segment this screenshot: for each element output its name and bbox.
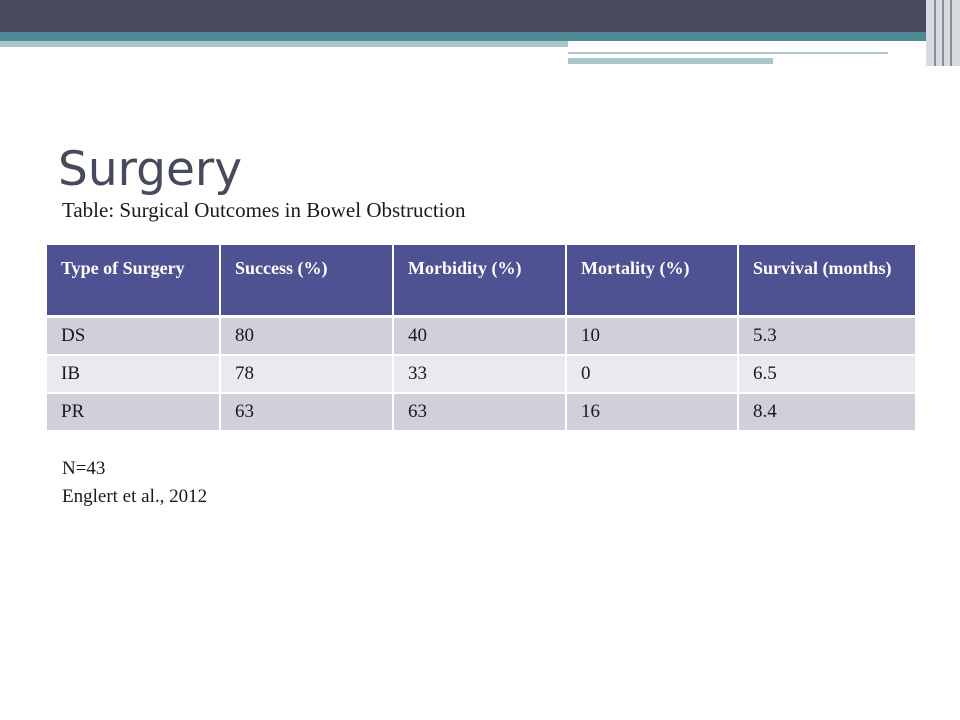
- fold-line: [942, 0, 944, 66]
- header-morbidity: Morbidity (%): [393, 245, 567, 318]
- fold-line: [950, 0, 952, 66]
- header-mortality: Mortality (%): [566, 245, 739, 318]
- cell-mortality: 0: [566, 355, 739, 394]
- cell-type: PR: [47, 393, 221, 432]
- cell-success: 80: [220, 316, 394, 356]
- cell-survival: 5.3: [738, 316, 915, 356]
- cell-survival: 8.4: [738, 393, 915, 432]
- sample-size-note: N=43: [62, 458, 106, 479]
- cell-success: 78: [220, 355, 394, 394]
- cell-morbidity: 63: [393, 393, 567, 432]
- table-row: IB 78 33 0 6.5: [47, 355, 915, 394]
- fold-line: [934, 0, 936, 66]
- header-survival: Survival (months): [738, 245, 915, 318]
- citation-note: Englert et al., 2012: [62, 486, 208, 507]
- cell-success: 63: [220, 393, 394, 432]
- header-type-of-surgery: Type of Surgery: [47, 245, 221, 318]
- cell-type: IB: [47, 355, 221, 394]
- header-band-light: [0, 41, 568, 47]
- header-band-teal: [0, 32, 960, 41]
- cell-morbidity: 33: [393, 355, 567, 394]
- header-accent-bar: [568, 58, 773, 64]
- header-band-dark: [0, 0, 960, 32]
- outcomes-table: Type of Surgery Success (%) Morbidity (%…: [47, 245, 915, 432]
- header-success: Success (%): [220, 245, 394, 318]
- table-header-row: Type of Surgery Success (%) Morbidity (%…: [47, 245, 915, 318]
- slide-title: Surgery: [58, 142, 243, 197]
- table-row: DS 80 40 10 5.3: [47, 316, 915, 356]
- table-caption: Table: Surgical Outcomes in Bowel Obstru…: [62, 198, 466, 222]
- cell-survival: 6.5: [738, 355, 915, 394]
- header-accent-line: [568, 52, 888, 54]
- cell-type: DS: [47, 316, 221, 356]
- cell-mortality: 16: [566, 393, 739, 432]
- cell-mortality: 10: [566, 316, 739, 356]
- table-row: PR 63 63 16 8.4: [47, 393, 915, 432]
- header-step: [568, 41, 960, 50]
- corner-fold-decoration: [926, 0, 960, 66]
- cell-morbidity: 40: [393, 316, 567, 356]
